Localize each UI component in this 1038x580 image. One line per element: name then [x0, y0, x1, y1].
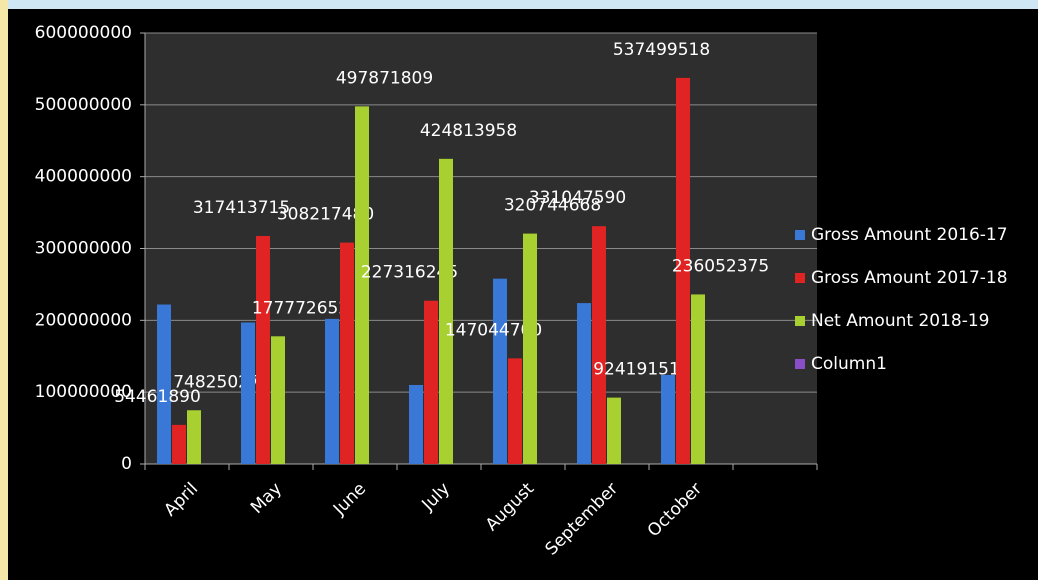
data-label: 236052375: [672, 256, 769, 276]
data-label: 227316245: [361, 263, 458, 283]
y-tick-label: 500000000: [35, 95, 132, 115]
y-tick-label: 100000000: [35, 382, 132, 402]
bar: [592, 226, 606, 464]
bar: [256, 235, 270, 464]
data-label: 331047590: [529, 188, 626, 208]
y-tick-label: 200000000: [35, 310, 132, 330]
bar: [676, 77, 690, 464]
bar: [187, 410, 201, 464]
bar: [241, 322, 255, 464]
data-label: 497871809: [336, 68, 433, 88]
top-border: [0, 0, 1038, 9]
legend-swatch: [795, 230, 805, 240]
legend-label: Net Amount 2018-19: [811, 311, 989, 331]
data-label: 320744668: [504, 196, 601, 216]
data-label: 177772652: [252, 298, 349, 318]
bar: [355, 106, 369, 464]
data-label: 424813958: [420, 121, 517, 141]
bar: [157, 304, 171, 464]
bar: [691, 294, 705, 464]
bar: [523, 233, 537, 464]
bar: [607, 397, 621, 464]
data-label: 317413715: [193, 198, 290, 218]
bar: [271, 336, 285, 464]
left-border: [0, 0, 8, 580]
data-label: 74825027: [173, 372, 260, 392]
bar: [340, 242, 354, 464]
bar: [439, 158, 453, 464]
y-tick-label: 300000000: [35, 239, 132, 259]
bar: [409, 384, 423, 464]
bar: [424, 300, 438, 464]
legend-label: Gross Amount 2017-18: [811, 268, 1008, 288]
legend-swatch: [795, 273, 805, 283]
data-label: 147044700: [445, 320, 542, 340]
bar: [661, 374, 675, 464]
y-tick-label: 400000000: [35, 167, 132, 187]
legend-swatch: [795, 316, 805, 326]
y-tick-label: 0: [121, 454, 132, 474]
legend-label: Column1: [811, 354, 887, 374]
legend-swatch: [795, 359, 805, 369]
data-label: 537499518: [613, 40, 710, 60]
bar: [172, 424, 186, 464]
data-label: 308217480: [277, 205, 374, 225]
data-label: 54461890: [114, 387, 201, 407]
legend-label: Gross Amount 2016-17: [811, 225, 1008, 245]
y-tick-label: 600000000: [35, 23, 132, 43]
bar: [493, 278, 507, 464]
bar: [325, 318, 339, 464]
data-label: 92419151: [593, 360, 680, 380]
bar: [577, 303, 591, 464]
bar: [508, 358, 522, 464]
